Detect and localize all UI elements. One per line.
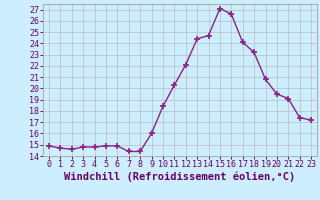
X-axis label: Windchill (Refroidissement éolien,°C): Windchill (Refroidissement éolien,°C) bbox=[64, 172, 296, 182]
